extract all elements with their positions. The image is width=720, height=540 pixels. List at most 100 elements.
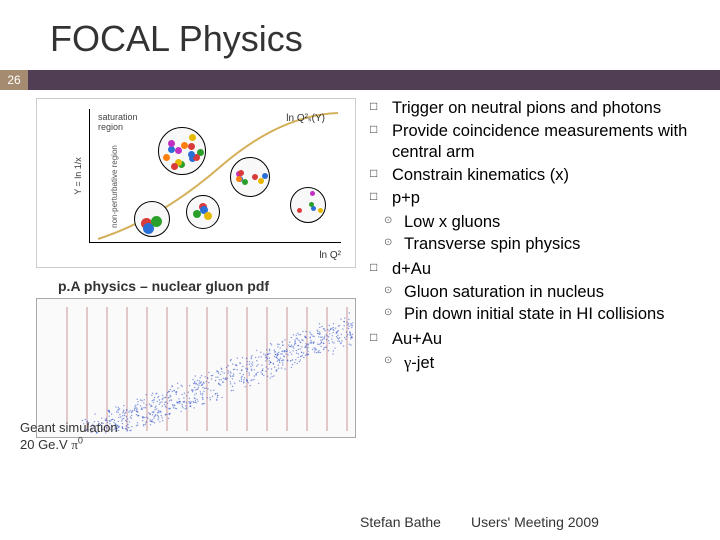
sim-point [237,357,238,358]
sim-point [199,383,200,384]
sim-point [262,368,263,369]
sim-point [122,427,123,428]
sim-point [170,408,171,409]
sim-point [298,334,299,335]
sim-point [122,423,123,424]
sim-point [292,364,293,365]
sim-point [291,367,292,368]
sim-point [153,417,154,418]
sim-point [154,397,155,398]
sim-point [135,407,136,408]
sim-point [276,371,277,372]
sim-point [207,397,208,398]
sim-point [287,354,288,355]
sim-point [210,390,211,391]
sim-point [277,360,278,361]
sim-point [278,359,279,360]
sim-point [303,357,304,358]
sim-point [314,336,315,337]
sub-bullet-list: Low x gluonsTransverse spin physics [370,212,710,255]
sim-point [150,421,151,422]
sim-point [151,421,152,422]
sim-point [302,331,303,332]
sim-point [287,350,288,351]
sim-point [280,353,281,354]
sim-point [317,333,318,334]
sim-point [146,417,147,418]
sim-point [305,346,306,347]
sim-point [136,414,137,415]
sim-point [350,338,351,339]
sim-point [141,409,142,410]
sim-point [268,360,269,361]
sim-point [158,412,159,413]
sim-point [339,325,340,326]
sim-point [344,317,345,318]
sim-point [269,353,270,354]
sim-point [189,405,190,406]
sim-point [275,351,276,352]
sim-point [159,404,160,405]
sim-point [274,349,275,350]
sim-point [282,345,283,346]
sim-point [309,331,310,332]
sim-point [195,389,196,390]
sim-point [336,336,337,337]
sim-point [325,347,326,348]
sim-point [154,416,155,417]
sim-point [182,406,183,407]
sim-point [301,356,302,357]
sim-point [209,397,210,398]
sim-point [205,376,206,377]
sim-point [239,373,240,374]
sim-point [127,418,128,419]
sim-point [231,390,232,391]
sim-label: Geant simulation 20 Ge.V π0 [20,420,118,453]
sim-point [301,352,302,353]
sim-point [235,364,236,365]
sim-point [230,376,231,377]
sim-point [153,402,154,403]
sim-point [332,335,333,336]
sim-point [306,353,307,354]
sim-point [339,337,340,338]
sim-point [126,410,127,411]
sim-point [299,361,300,362]
sim-point [291,354,292,355]
sim-point [270,362,271,363]
sim-point [126,416,127,417]
sim-point [122,412,123,413]
sim-point [260,352,261,353]
sim-point [165,406,166,407]
sim-point [205,387,206,388]
sim-point [333,350,334,351]
sim-point [171,385,172,386]
sim-point [323,343,324,344]
sim-point [327,329,328,330]
sim-point [348,328,349,329]
sim-point [194,387,195,388]
sim-label-line1: Geant simulation [20,420,118,435]
sim-point [346,322,347,323]
sim-point [135,405,136,406]
sim-point [189,402,190,403]
sim-point [165,414,166,415]
sim-point [218,371,219,372]
sim-point [292,359,293,360]
sim-point [225,379,226,380]
sim-point [186,395,187,396]
sim-point [181,394,182,395]
sim-point [295,359,296,360]
sim-point [194,394,195,395]
sim-point [116,411,117,412]
sim-point [140,399,141,400]
sim-point [250,380,251,381]
sim-point [210,399,211,400]
sim-point [329,325,330,326]
sim-point [333,329,334,330]
sim-point [352,325,353,326]
sim-point [320,337,321,338]
sim-point [312,349,313,350]
sim-point [265,357,266,358]
sim-point [119,414,120,415]
